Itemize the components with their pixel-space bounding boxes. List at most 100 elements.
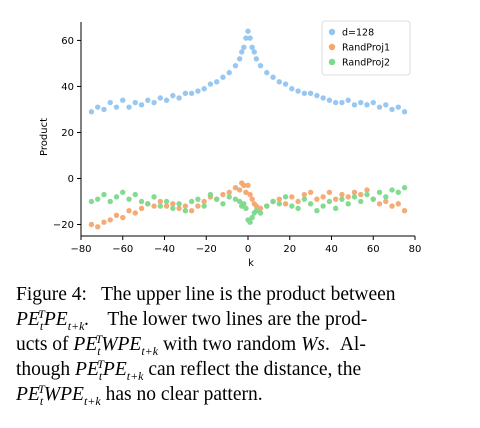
data-point [151,194,157,200]
data-point [351,194,358,200]
y-tick-label: 0 [68,174,74,185]
data-point [326,189,333,195]
data-point [182,207,189,214]
data-point [226,69,232,76]
data-point [245,28,251,34]
data-point [236,56,243,62]
x-tick-label: −60 [112,244,133,255]
data-point [241,201,247,207]
data-point [182,90,189,97]
figure-label: Figure 4: [16,284,87,305]
data-point [247,219,253,225]
y-axis-label: Product [39,118,50,156]
scatter-figure: −80 −60 −40 −20 0 20 40 60 80 −20 0 20 40 60 k Product d… [39,20,421,269]
data-point [138,198,145,205]
data-point [95,196,101,202]
data-point [243,189,249,195]
caption-line-1: Figure 4: The upper line is the product b… [16,282,466,307]
data-point [226,189,232,195]
data-point [151,203,157,209]
data-point [232,184,239,191]
data-point [107,217,113,223]
data-point [326,97,333,103]
data-point [126,207,132,214]
data-point [213,196,220,202]
data-point [332,99,339,106]
data-point [243,205,249,212]
data-point [220,74,226,80]
x-axis-label: k [248,258,254,269]
legend-marker [328,28,336,36]
data-point [176,95,182,101]
data-point [101,219,107,225]
data-point [157,198,164,205]
data-point [88,198,95,205]
formula-pe: PEtTPEt+k. [16,306,90,333]
data-point [170,205,176,212]
data-point [383,102,389,108]
data-point [389,203,395,209]
data-point [332,196,339,202]
data-point [257,205,264,212]
data-point [220,201,226,207]
data-point [251,49,257,55]
y-tick-label: 40 [61,82,74,93]
data-point [370,196,376,202]
data-point [188,207,195,214]
data-point [107,99,113,106]
y-tick-label: 60 [61,36,74,47]
data-point [351,102,358,108]
data-point [364,187,370,193]
data-point [276,79,283,85]
legend-marker [328,58,336,66]
caption-line-3: ucts of PEtTWPEt+k with two random Ws. Al… [16,331,366,358]
legend-box [321,20,411,76]
data-point [401,207,408,214]
data-point [253,56,260,62]
data-point [249,44,255,51]
data-point [289,86,295,92]
data-point [389,187,395,193]
data-point [276,196,283,202]
data-point [113,212,120,218]
data-point [257,63,264,69]
x-tick-label: 0 [245,244,251,255]
data-point [249,196,255,202]
data-point [241,44,247,51]
data-point [232,196,239,202]
data-point [345,201,351,207]
data-point [151,99,157,106]
data-point [113,194,120,200]
data-point [282,194,289,200]
data-point [332,205,339,212]
x-tick-label: −80 [70,244,91,255]
data-point [282,201,289,207]
data-point [358,99,364,106]
data-point [282,81,289,87]
legend-marker [328,43,336,51]
data-point [320,95,326,101]
data-point [289,194,295,200]
formula-pewpe-2: PEtTWPEt+k [16,381,101,408]
x-tick-label: 20 [283,244,296,255]
data-point [95,224,101,230]
data-point [401,184,408,191]
data-point [253,207,260,214]
data-point [345,97,351,103]
data-point [301,196,308,202]
data-point [195,203,201,209]
data-point [326,198,333,205]
data-point [307,201,314,207]
data-point [376,104,383,110]
data-point [364,102,370,108]
data-point [101,191,107,198]
data-point [220,191,226,198]
data-point [307,90,314,97]
data-point [195,88,201,94]
data-point [226,194,232,200]
data-point [253,203,260,209]
data-point [195,196,201,202]
data-point [201,198,207,205]
data-point [213,79,220,85]
data-point [395,201,401,207]
